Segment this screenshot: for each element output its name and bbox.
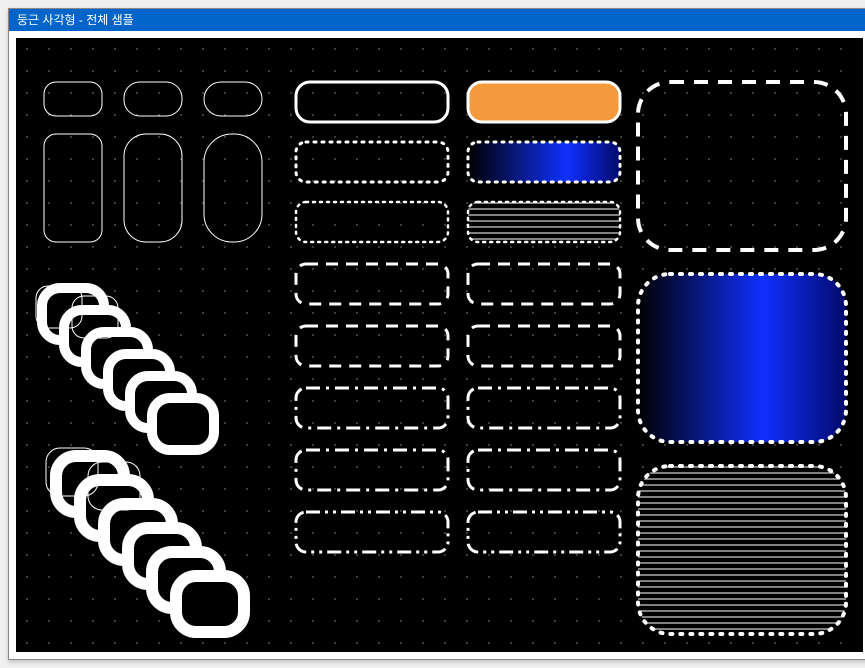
drawing-canvas	[16, 38, 863, 652]
cascade-thick-rect	[152, 398, 214, 450]
cascade-thick-rect	[176, 576, 244, 632]
sample-col-a-7	[296, 512, 448, 552]
sample-col-a-1	[296, 142, 448, 182]
big-sample-rect-2	[638, 466, 846, 634]
sample-col-a-5	[296, 388, 448, 428]
thin-rounded-rect	[124, 134, 182, 242]
sample-col-b-1	[468, 142, 620, 182]
sample-col-a-6	[296, 450, 448, 490]
window-title: 둥근 사각형 - 전체 샘플	[17, 13, 134, 27]
sample-col-b-6	[468, 450, 620, 490]
sample-col-a-0	[296, 82, 448, 122]
sample-col-a-3	[296, 264, 448, 304]
big-sample-rect-0	[638, 82, 846, 250]
thin-rounded-rect	[204, 134, 262, 242]
sample-col-a-4	[296, 326, 448, 366]
sample-col-b-7	[468, 512, 620, 552]
sample-col-b-4	[468, 326, 620, 366]
sample-col-b-3	[468, 264, 620, 304]
sample-col-b-2	[468, 202, 620, 242]
sample-col-a-2	[296, 202, 448, 242]
sample-col-b-0	[468, 82, 620, 122]
thin-rounded-rect	[44, 82, 102, 116]
titlebar: 둥근 사각형 - 전체 샘플	[9, 9, 865, 31]
thin-rounded-rect	[204, 82, 262, 116]
sample-col-b-5	[468, 388, 620, 428]
thin-rounded-rect	[124, 82, 182, 116]
window-frame: 둥근 사각형 - 전체 샘플	[8, 8, 865, 660]
big-sample-rect-1	[638, 274, 846, 442]
